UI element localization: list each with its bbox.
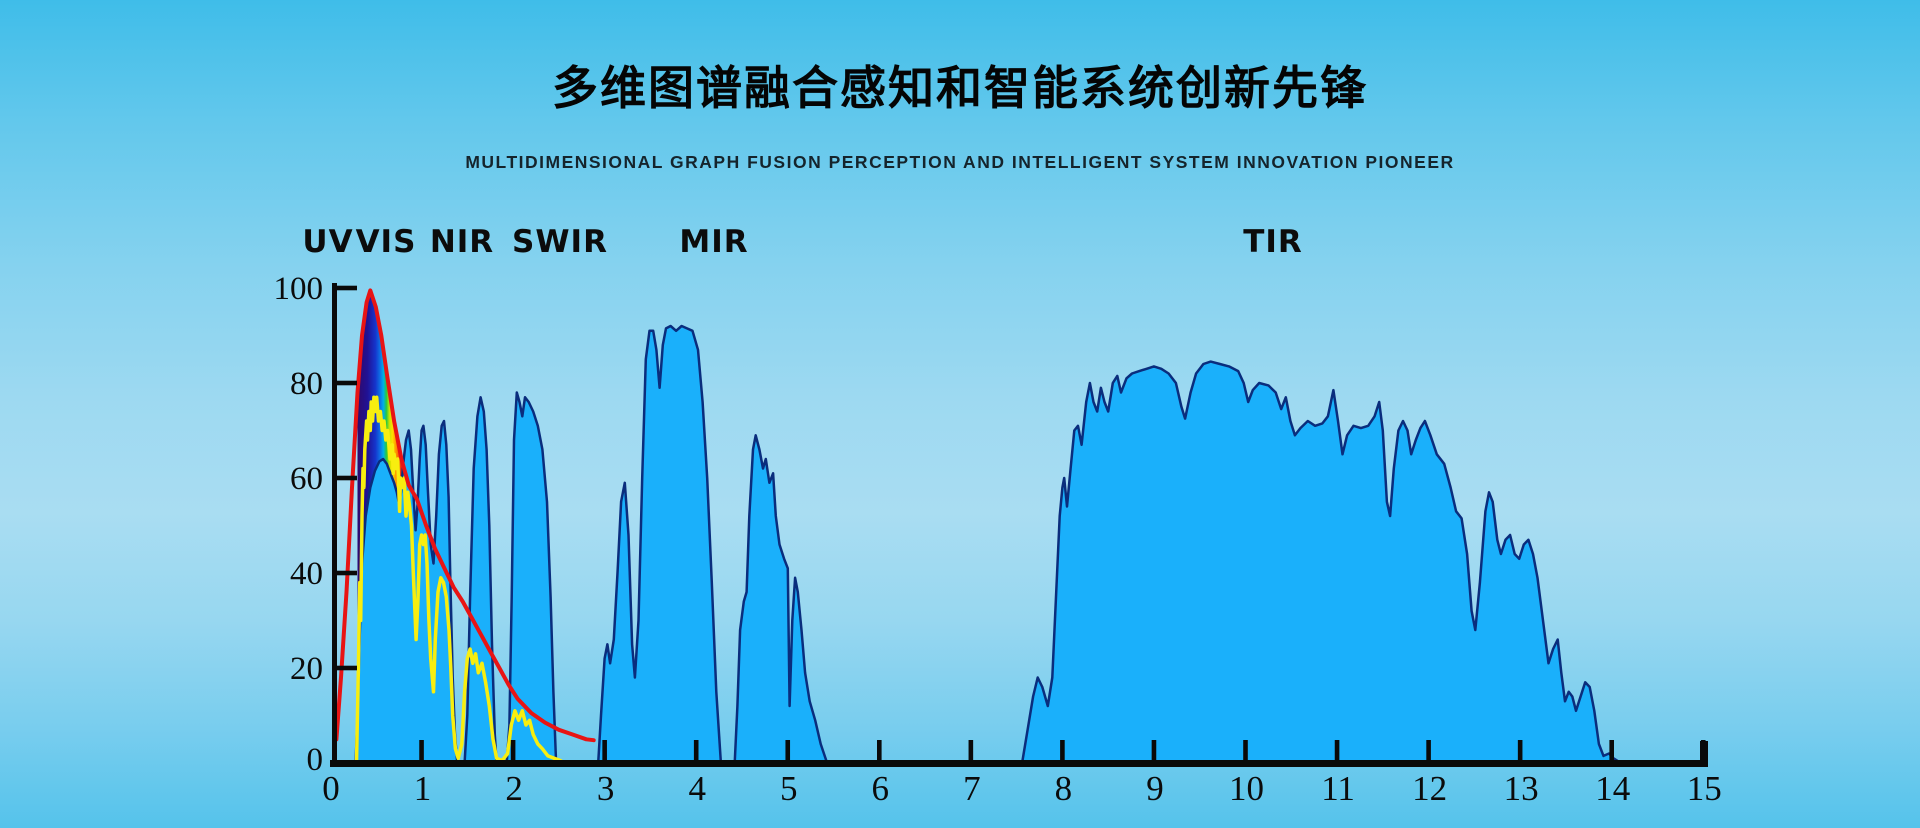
transmission-area-outline — [354, 324, 1622, 765]
x-tick-label-6: 6 — [872, 769, 890, 808]
band-label-swir: SWIR — [512, 224, 608, 260]
x-tick-label-4: 4 — [688, 769, 706, 808]
x-tick-7 — [968, 740, 974, 761]
transmission-area-fill — [355, 326, 1621, 763]
page-title: 多维图谱融合感知和智能系统创新先锋 — [552, 61, 1368, 115]
x-tick-14 — [1609, 740, 1614, 761]
band-label-uv: UV — [302, 224, 354, 260]
page-subtitle: MULTIDIMENSIONAL GRAPH FUSION PERCEPTION… — [465, 152, 1455, 172]
x-tick-label-2: 2 — [505, 769, 523, 808]
y-tick-label-40: 40 — [290, 556, 323, 592]
chart-series — [334, 288, 1622, 765]
y-tick-60 — [337, 475, 357, 481]
x-tick-15 — [1700, 740, 1706, 761]
x-tick-label-0: 0 — [322, 769, 340, 808]
x-tick-3 — [602, 740, 607, 761]
x-axis-line — [330, 760, 1708, 767]
x-tick-11 — [1334, 740, 1340, 761]
x-tick-label-14: 14 — [1595, 769, 1630, 808]
y-tick-label-60: 60 — [290, 461, 323, 497]
x-tick-6 — [877, 740, 882, 761]
rainbow-solar-region — [357, 290, 408, 716]
x-tick-label-12: 12 — [1412, 769, 1447, 808]
x-tick-label-5: 5 — [780, 769, 798, 808]
x-tick-8 — [1060, 740, 1065, 761]
x-tick-5 — [785, 740, 791, 761]
x-tick-label-10: 10 — [1229, 769, 1264, 808]
y-tick-40 — [337, 570, 357, 576]
x-tick-1 — [419, 740, 424, 761]
x-tick-label-3: 3 — [597, 769, 615, 808]
y-tick-20 — [337, 665, 357, 671]
y-axis-line — [332, 283, 337, 767]
surface-irradiance-curve — [354, 395, 563, 765]
y-tick-label-100: 100 — [274, 271, 324, 307]
x-tick-label-1: 1 — [414, 769, 432, 808]
y-tick-label-20: 20 — [290, 651, 323, 687]
x-tick-10 — [1243, 740, 1248, 761]
y-tick-label-0: 0 — [307, 742, 324, 778]
x-tick-label-9: 9 — [1146, 769, 1164, 808]
x-tick-9 — [1151, 740, 1157, 761]
x-tick-12 — [1426, 740, 1431, 761]
x-tick-label-15: 15 — [1687, 769, 1722, 808]
x-tick-13 — [1517, 740, 1523, 761]
x-tick-label-11: 11 — [1321, 769, 1355, 808]
x-tick-4 — [693, 740, 699, 761]
y-tick-100 — [337, 285, 357, 291]
y-tick-80 — [337, 380, 357, 386]
x-tick-label-7: 7 — [963, 769, 981, 808]
band-label-tir: TIR — [1243, 224, 1303, 260]
band-label-nir: NIR — [429, 224, 495, 260]
blackbody-curve — [334, 288, 596, 743]
x-tick-2 — [510, 740, 516, 761]
x-tick-label-8: 8 — [1055, 769, 1073, 808]
x-tick-label-13: 13 — [1504, 769, 1539, 808]
band-label-mir: MIR — [679, 224, 749, 260]
band-label-vis: VIS — [355, 224, 417, 260]
y-tick-label-80: 80 — [290, 366, 323, 402]
